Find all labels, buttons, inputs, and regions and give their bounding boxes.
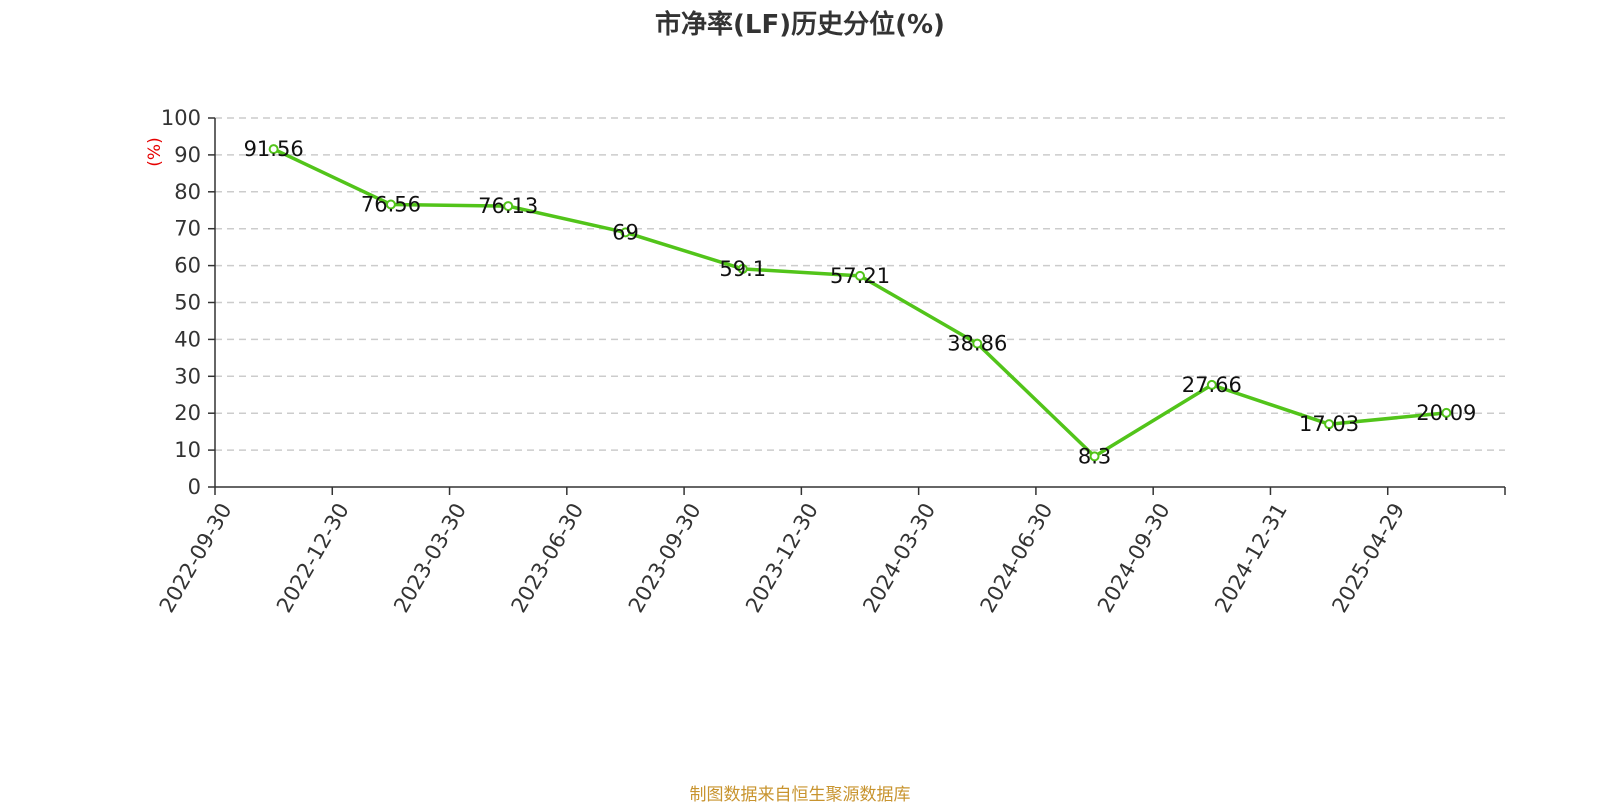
data-point	[385, 199, 396, 210]
data-label: 59.1	[719, 257, 766, 281]
y-tick-label: 80	[174, 180, 201, 204]
x-tick-label: 2022-12-30	[272, 499, 354, 617]
source-note: 制图数据来自恒生聚源数据库	[689, 785, 911, 805]
x-tick-label: 2022-09-30	[155, 499, 237, 617]
data-labels: 91.56 76.56 76.13 69 59.1 57.21 38.86 8.3 27.66 1…	[244, 137, 1477, 468]
y-tick-label: 10	[174, 438, 201, 462]
data-label: 57.21	[830, 264, 890, 288]
data-label: 69	[612, 220, 639, 244]
data-label: 91.56	[244, 137, 304, 161]
x-tick-label: 2024-03-30	[858, 499, 940, 617]
y-tick-label: 60	[174, 254, 201, 278]
y-tick-label: 30	[174, 364, 201, 388]
x-tick-label: 2023-03-30	[389, 499, 471, 617]
data-point	[1441, 407, 1452, 418]
data-label: 76.13	[478, 194, 538, 218]
data-point	[1324, 419, 1335, 430]
data-points	[268, 144, 1452, 462]
data-label: 20.09	[1416, 401, 1476, 425]
y-tick-label: 40	[174, 327, 201, 351]
grid-lines	[215, 117, 1505, 451]
y-axis-unit-label: (%)	[145, 137, 165, 166]
data-point	[972, 338, 983, 349]
data-point	[620, 227, 631, 238]
data-point	[855, 270, 865, 281]
y-tick-label: 70	[174, 217, 201, 241]
data-label: 17.03	[1299, 412, 1359, 436]
data-point	[503, 201, 514, 212]
chart-title: 市净率(LF)历史分位(%)	[655, 10, 945, 40]
x-tick-label: 2023-12-30	[741, 499, 823, 617]
x-tick-label: 2024-12-31	[1210, 499, 1292, 617]
data-point	[737, 263, 748, 274]
x-tick-label: 2025-04-29	[1327, 499, 1409, 617]
y-axis-ticks: 0 10 20 30 40 50 60 70 80 90 100	[161, 106, 215, 499]
y-tick-label: 0	[188, 475, 201, 499]
x-tick-label: 2023-09-30	[624, 499, 706, 617]
data-point	[1206, 379, 1217, 390]
x-tick-label: 2023-06-30	[507, 499, 589, 617]
y-tick-label: 20	[174, 401, 201, 425]
data-label: 27.66	[1182, 373, 1242, 397]
y-tick-label: 50	[174, 291, 201, 315]
y-tick-label: 100	[161, 106, 201, 130]
data-label: 8.3	[1078, 444, 1111, 468]
x-axis-ticks: 2022-09-30 2022-12-30 2023-03-30 2023-06-30…	[155, 487, 1506, 617]
data-label: 76.56	[361, 192, 421, 216]
x-tick-label: 2024-06-30	[976, 499, 1058, 617]
data-point	[1089, 451, 1100, 462]
y-tick-label: 90	[174, 143, 201, 167]
data-label: 38.86	[947, 332, 1007, 356]
data-point	[268, 144, 279, 155]
x-tick-label: 2024-09-30	[1093, 499, 1175, 617]
